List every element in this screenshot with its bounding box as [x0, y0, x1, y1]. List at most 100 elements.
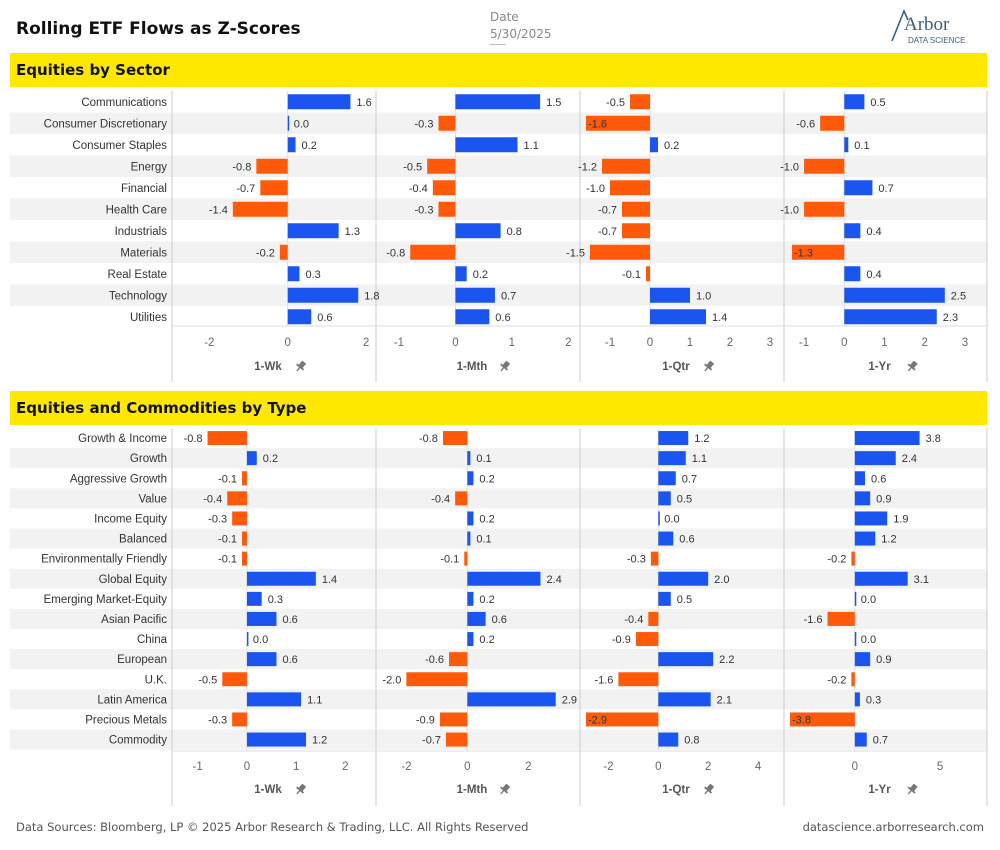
pushpin-icon: [907, 783, 918, 795]
tick-label: 2: [727, 337, 733, 349]
tick-label: -2: [204, 337, 214, 349]
bar-sector-1-qtr: [650, 137, 658, 153]
category-label: Income Equity: [94, 513, 167, 525]
data-label: 2.4: [546, 574, 561, 586]
category-label: Environmentally Friendly: [41, 554, 167, 566]
category-label: China: [137, 634, 168, 646]
bar-type-1-mth: [467, 571, 541, 586]
tick-label: 0: [852, 761, 858, 773]
data-label: 0.6: [282, 614, 297, 626]
logo-main-text: Arbor: [904, 14, 950, 35]
bar-sector-1-wk: [287, 94, 351, 110]
data-label: 1.8: [364, 290, 379, 302]
data-label: 2.2: [719, 654, 734, 666]
bar-type-1-mth: [467, 692, 556, 707]
data-label: -0.8: [419, 433, 438, 445]
bar-type-1-qtr: [658, 591, 671, 606]
data-label: 1.1: [307, 694, 322, 706]
bar-sector-1-mth: [438, 115, 456, 131]
tick-label: 0: [244, 761, 250, 773]
bar-sector-1-yr: [820, 115, 845, 131]
bar-sector-1-mth: [410, 244, 456, 260]
data-label: 0.1: [854, 140, 869, 152]
data-label: 1.2: [694, 433, 709, 445]
data-label: -1.5: [566, 247, 585, 259]
bar-type-1-qtr: [648, 611, 659, 626]
data-label: 0.6: [492, 614, 507, 626]
tick-label: 0: [452, 337, 458, 349]
tick-label: 3: [767, 337, 773, 349]
category-label: Technology: [109, 290, 167, 302]
bar-sector-1-mth: [455, 137, 518, 153]
data-label: 1.5: [546, 97, 561, 109]
data-label: -0.5: [403, 161, 422, 173]
bar-type-1-wk: [246, 652, 277, 667]
category-label: Industrials: [115, 226, 168, 238]
category-label: Asian Pacific: [101, 614, 167, 626]
data-label: -0.3: [208, 513, 227, 525]
data-label: 0.0: [294, 118, 309, 130]
bar-type-1-mth: [439, 712, 468, 727]
tick-label: 0: [647, 337, 653, 349]
tick-label: 0: [464, 761, 470, 773]
data-label: -1.3: [794, 247, 813, 259]
row-band: [10, 284, 987, 306]
date-filter-underline: [490, 44, 506, 45]
bar-type-1-mth: [446, 732, 468, 747]
data-label: 1.4: [712, 312, 727, 324]
pushpin-icon: [704, 783, 715, 795]
data-label: -0.6: [425, 654, 444, 666]
logo-sub-text: DATA SCIENCE: [908, 36, 966, 45]
data-label: -1.6: [594, 674, 613, 686]
pushpin-icon-needle: [907, 790, 912, 795]
data-label: 0.1: [476, 453, 491, 465]
date-filter-value[interactable]: 5/30/2025: [490, 27, 552, 41]
tick-label: -1: [193, 761, 203, 773]
data-label: 3.8: [926, 433, 941, 445]
data-label: 0.6: [317, 312, 332, 324]
tick-label: 3: [962, 337, 968, 349]
bar-type-1-mth: [467, 632, 474, 647]
bar-sector-1-yr: [844, 223, 861, 239]
data-label: 0.2: [479, 513, 494, 525]
pushpin-icon-base: [907, 786, 916, 794]
data-label: 2.4: [902, 453, 917, 465]
bar-sector-1-yr: [844, 180, 873, 196]
bar-sector-1-qtr: [630, 94, 650, 110]
pushpin-icon-base: [704, 786, 713, 794]
tick-label: 2: [363, 337, 369, 349]
data-label: -0.7: [598, 204, 617, 216]
bar-type-1-qtr: [658, 511, 660, 526]
bar-sector-1-wk: [287, 223, 339, 239]
data-label: 0.7: [501, 290, 516, 302]
section-banner-types: Equities and Commodities by Type: [10, 391, 987, 425]
data-label: 0.7: [682, 473, 697, 485]
bar-sector-1-yr: [804, 158, 845, 174]
data-label: 0.5: [870, 97, 885, 109]
data-label: 0.0: [664, 513, 679, 525]
bar-type-1-qtr: [658, 571, 709, 586]
data-label: -1.4: [209, 204, 228, 216]
data-label: 0.3: [268, 594, 283, 606]
data-label: -2.0: [382, 674, 401, 686]
category-label: Materials: [120, 247, 167, 259]
pushpin-icon-needle: [907, 367, 912, 372]
bar-sector-1-yr: [844, 287, 945, 303]
bar-sector-1-wk: [287, 137, 296, 153]
data-label: -2.9: [588, 714, 607, 726]
footer-website-link[interactable]: datascience.arborresearch.com: [802, 820, 984, 834]
bar-type-1-wk: [227, 491, 247, 506]
bar-type-1-wk: [242, 531, 247, 546]
data-label: 1.0: [696, 290, 711, 302]
data-label: -1.0: [780, 161, 799, 173]
row-band: [10, 112, 987, 134]
tick-label: 2: [342, 761, 348, 773]
bar-type-1-yr: [854, 591, 857, 606]
data-label: 2.0: [714, 574, 729, 586]
data-label: -0.3: [627, 554, 646, 566]
bar-sector-1-qtr: [650, 309, 706, 325]
data-label: 1.2: [881, 534, 896, 546]
category-label: Consumer Discretionary: [44, 118, 168, 130]
data-label: 0.4: [866, 226, 881, 238]
